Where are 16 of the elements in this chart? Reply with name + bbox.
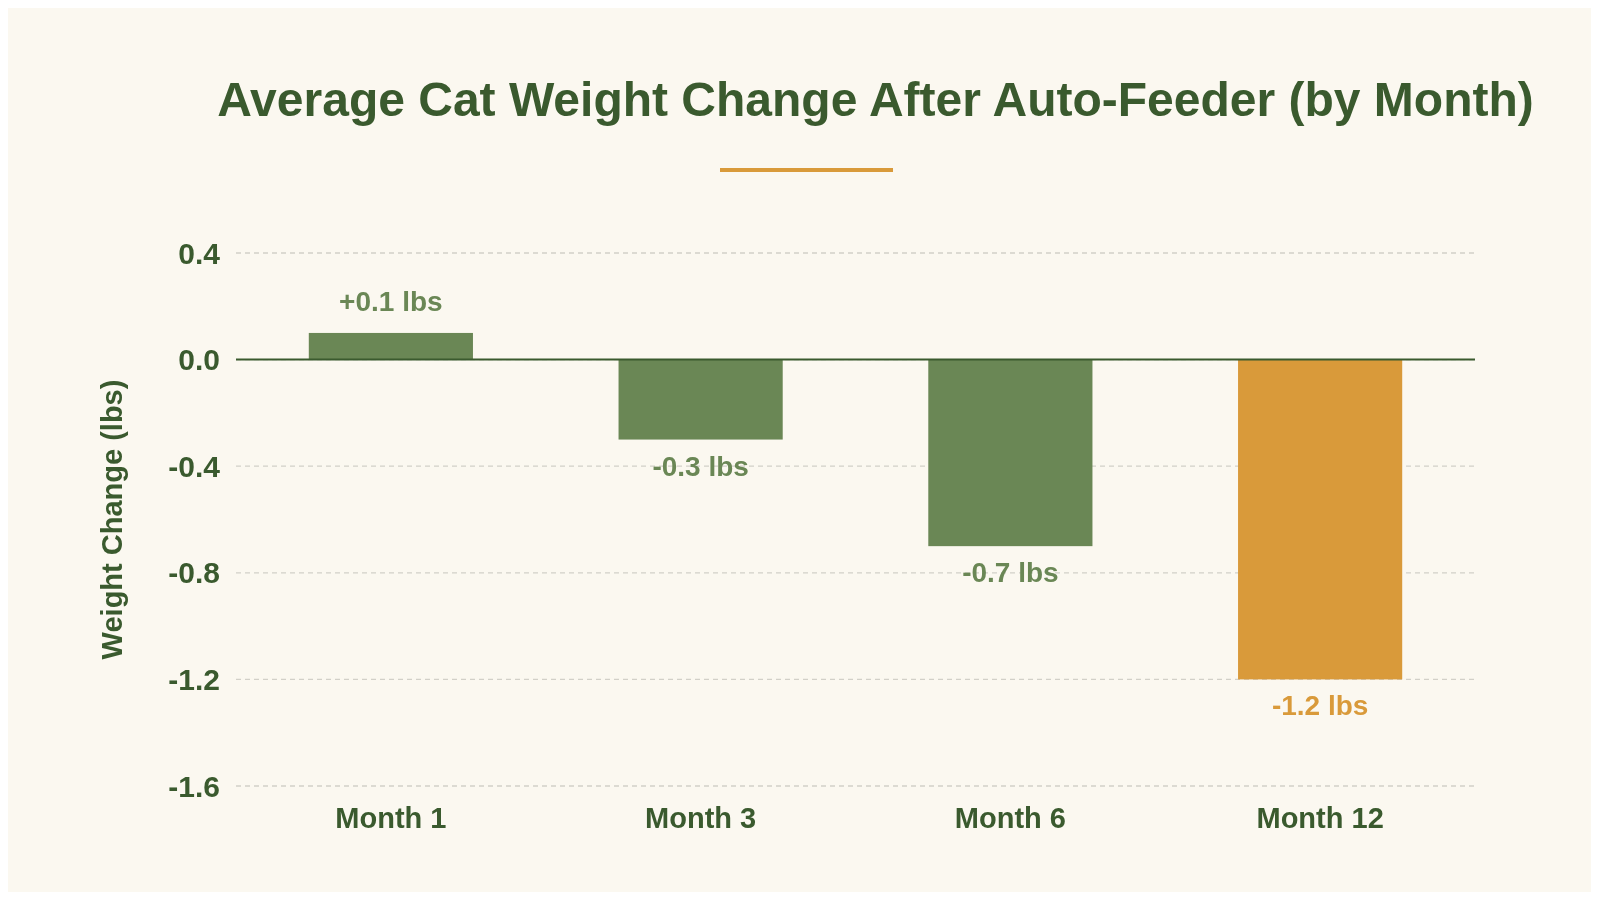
- data-label: -0.7 lbs: [962, 557, 1059, 589]
- y-tick-label: 0.4: [178, 236, 221, 270]
- y-tick-label: -1.2: [168, 662, 220, 696]
- data-label: -1.2 lbs: [1271, 690, 1369, 722]
- data-label: +0.1 lbs: [339, 285, 443, 317]
- data-label: -0.3 lbs: [652, 450, 749, 482]
- y-tick-label: 0.0: [178, 343, 220, 377]
- x-tick-label: Month 12: [1256, 802, 1384, 834]
- y-axis-title: Weight Change (lbs): [96, 379, 128, 660]
- y-tick-label: -1.6: [168, 769, 220, 803]
- x-tick-label: Month 1: [335, 802, 447, 834]
- y-tick-label: -0.4: [168, 449, 221, 483]
- chart-title: Average Cat Weight Change After Auto-Feeder (by Month): [217, 73, 1534, 126]
- y-tick-label: -0.8: [168, 556, 220, 590]
- x-tick-label: Month 6: [954, 802, 1066, 834]
- x-tick-label: Month 3: [645, 802, 757, 834]
